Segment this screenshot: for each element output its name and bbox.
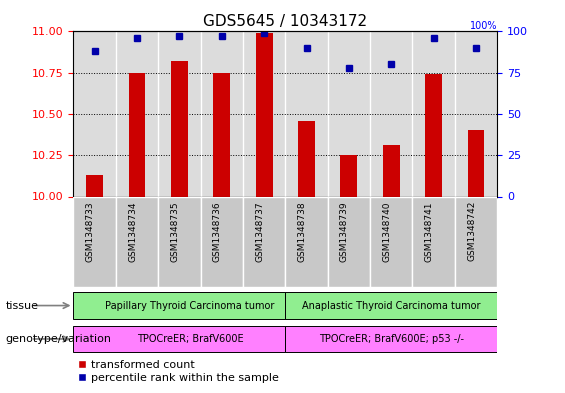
Title: GDS5645 / 10343172: GDS5645 / 10343172 (203, 14, 367, 29)
Bar (412, 31, 455, 196)
Text: GSM1348740: GSM1348740 (383, 201, 391, 261)
Text: GSM1348742: GSM1348742 (467, 201, 476, 261)
Text: TPOCreER; BrafV600E: TPOCreER; BrafV600E (137, 334, 244, 344)
Bar (340, 155, 358, 196)
Bar (243, 196, 285, 287)
Bar (116, 31, 158, 196)
Bar (285, 196, 328, 287)
Bar (243, 31, 285, 196)
Bar (425, 74, 442, 196)
Bar (285, 31, 328, 196)
Text: GSM1348741: GSM1348741 (425, 201, 434, 261)
Bar (73, 326, 285, 352)
Bar (73, 196, 116, 287)
Bar (86, 175, 103, 196)
Bar (201, 31, 243, 196)
Bar (383, 145, 399, 196)
Bar (328, 31, 370, 196)
Text: GSM1348738: GSM1348738 (298, 201, 306, 262)
Bar (255, 33, 273, 196)
Text: 100%: 100% (470, 22, 497, 31)
Bar (412, 196, 455, 287)
Text: Papillary Thyroid Carcinoma tumor: Papillary Thyroid Carcinoma tumor (105, 301, 275, 310)
Bar (285, 292, 497, 319)
Text: GSM1348736: GSM1348736 (213, 201, 221, 262)
Bar (171, 61, 188, 196)
Text: GSM1348735: GSM1348735 (171, 201, 179, 262)
Bar (158, 31, 201, 196)
Bar (285, 326, 497, 352)
Text: GSM1348737: GSM1348737 (255, 201, 264, 262)
Text: tissue: tissue (6, 301, 38, 310)
Text: Anaplastic Thyroid Carcinoma tumor: Anaplastic Thyroid Carcinoma tumor (302, 301, 480, 310)
Bar (370, 31, 412, 196)
Bar (214, 73, 231, 196)
Text: genotype/variation: genotype/variation (6, 334, 112, 344)
Bar (328, 196, 370, 287)
Bar (455, 196, 497, 287)
Bar (370, 196, 412, 287)
Text: GSM1348733: GSM1348733 (86, 201, 95, 262)
Bar (468, 130, 485, 196)
Bar (455, 31, 497, 196)
Bar (116, 196, 158, 287)
Bar (158, 196, 201, 287)
Text: GSM1348734: GSM1348734 (128, 201, 137, 261)
Bar (128, 73, 145, 196)
Bar (73, 31, 116, 196)
Text: GSM1348739: GSM1348739 (340, 201, 349, 262)
Bar (298, 121, 315, 196)
Legend: transformed count, percentile rank within the sample: transformed count, percentile rank withi… (73, 355, 284, 387)
Text: TPOCreER; BrafV600E; p53 -/-: TPOCreER; BrafV600E; p53 -/- (319, 334, 464, 344)
Bar (201, 196, 243, 287)
Bar (73, 292, 285, 319)
